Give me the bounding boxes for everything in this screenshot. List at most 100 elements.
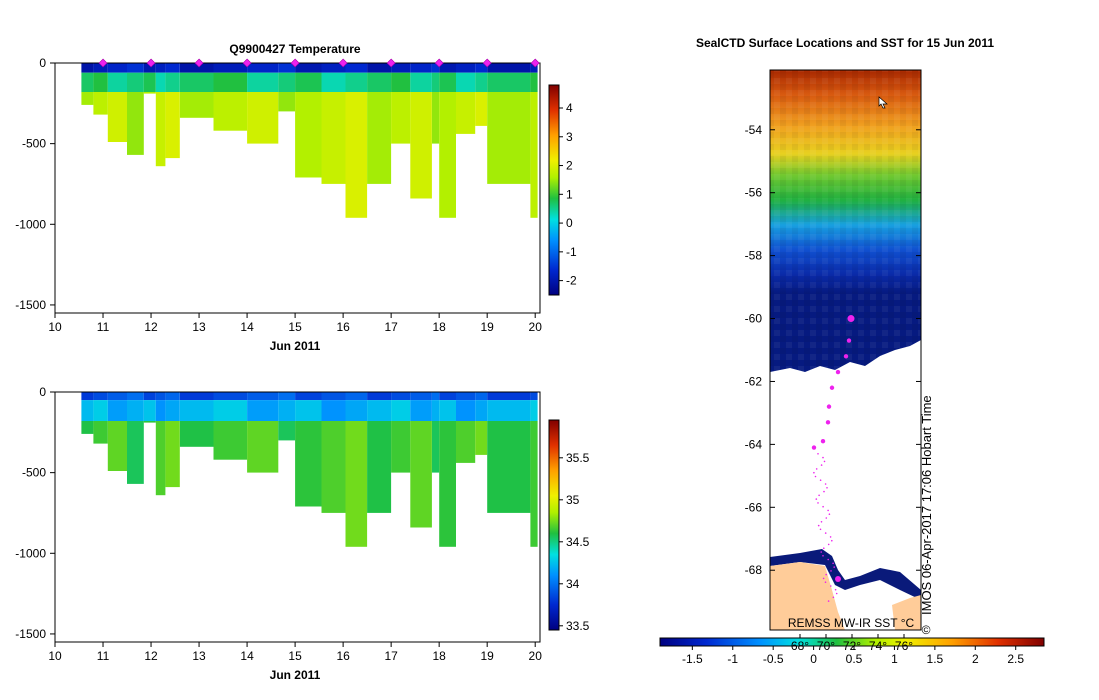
profile-marker [338, 58, 348, 68]
section-cell [155, 72, 166, 93]
section-cell [155, 421, 166, 496]
section-cell [143, 63, 156, 73]
section-cell [487, 72, 531, 93]
seal-track-dot [814, 475, 817, 478]
x-tick-label: 17 [384, 649, 398, 663]
section-cell [475, 92, 488, 126]
section-cell [165, 72, 180, 93]
section-cell [179, 400, 214, 422]
x-tick-label: 10 [48, 649, 62, 663]
seal-track-dot [820, 551, 822, 553]
section-cell [475, 421, 488, 455]
section-cell [165, 400, 180, 422]
section-cell [321, 63, 346, 73]
seal-track-dot [824, 532, 827, 534]
section-cell [213, 421, 248, 460]
section-cell [213, 400, 248, 422]
x-tick-label: 19 [480, 320, 494, 334]
section-cell [439, 72, 456, 93]
y-tick-label: -1000 [15, 217, 46, 231]
seal-location [846, 338, 852, 343]
x-tick-label: 12 [144, 649, 158, 663]
sst-colorbar-tick-label: -1.5 [682, 652, 703, 666]
seal-track-dot [831, 539, 833, 542]
temperature-colorbar [548, 84, 560, 296]
seal-location [847, 315, 855, 323]
profile-marker [386, 58, 396, 68]
section-cell [345, 400, 368, 422]
profile-marker [434, 58, 444, 68]
x-tick-label: 15 [288, 649, 302, 663]
x-tick-label: 12 [144, 320, 158, 334]
y-tick-label: 0 [39, 385, 46, 399]
section-cell [475, 392, 488, 401]
section-cell [107, 400, 127, 422]
sst-map-panel: SealCTD Surface Locations and SST for 15… [659, 36, 1045, 666]
x-tick-label: 11 [97, 320, 110, 334]
section-cell [81, 392, 94, 401]
sst-colorbar-tick-label: 1.5 [927, 652, 944, 666]
x-tick-label: 13 [192, 320, 206, 334]
section-cell [367, 63, 392, 73]
section-cell [439, 421, 456, 547]
seal-track [811, 315, 855, 602]
seal-track-dot [834, 588, 837, 591]
section-cell [278, 392, 296, 401]
section-cell [487, 400, 531, 422]
x-tick-label: 14 [240, 649, 254, 663]
x-tick-label: 16 [336, 320, 350, 334]
section-cell [278, 92, 296, 112]
section-cell [410, 63, 432, 73]
section-cell [321, 400, 346, 422]
x-tick-label: 17 [384, 320, 398, 334]
section-cell [295, 392, 322, 401]
section-cell [456, 421, 476, 463]
x-tick-label: 20 [529, 649, 543, 663]
colorbar-tick-label: 2 [566, 159, 573, 173]
salinity-panel: 0 -500 -1000 -1500 10 11 12 13 14 15 16 17 18 19 20 J… [15, 385, 589, 682]
section-cell [165, 92, 180, 159]
section-cell [179, 421, 214, 447]
temperature-section-plot [81, 63, 538, 218]
seal-track-dot [820, 464, 823, 466]
section-cell [127, 400, 144, 422]
x-tick-label: 14 [240, 320, 254, 334]
x-tick-label: 20 [529, 320, 543, 334]
section-cell [155, 63, 166, 73]
section-cell [247, 400, 279, 422]
sst-colorbar-tick-label: 1 [891, 652, 898, 666]
section-cell [278, 421, 296, 441]
section-cell [278, 63, 296, 73]
seal-track-dot [827, 600, 830, 602]
section-cell [213, 92, 248, 131]
section-cell [432, 392, 440, 401]
colorbar-tick-label: 0 [566, 216, 573, 230]
seal-track-dot [817, 502, 819, 504]
seal-track-dot [824, 581, 827, 583]
seal-track-dot [827, 509, 829, 512]
section-cell [295, 421, 322, 507]
section-cell [143, 392, 156, 401]
section-cell [247, 72, 279, 93]
section-cell [93, 92, 108, 115]
section-cell [179, 92, 214, 118]
sst-map-title: SealCTD Surface Locations and SST for 15… [696, 36, 994, 50]
section-cell [432, 421, 440, 473]
section-cell [107, 72, 127, 93]
seal-track-dot [822, 456, 824, 459]
latitude-tick-label: -58 [745, 249, 763, 263]
section-cell [391, 72, 411, 93]
sst-texture [770, 70, 921, 380]
salinity-colorbar [548, 419, 560, 631]
section-cell [367, 421, 392, 513]
section-cell [321, 72, 346, 93]
section-cell [367, 400, 392, 422]
profile-marker [242, 58, 252, 68]
section-cell [295, 63, 322, 73]
section-cell [367, 72, 392, 93]
section-cell [456, 63, 476, 73]
salinity-axes-frame [54, 391, 541, 643]
section-cell [391, 63, 411, 73]
section-cell [432, 63, 440, 73]
section-cell [127, 63, 144, 73]
